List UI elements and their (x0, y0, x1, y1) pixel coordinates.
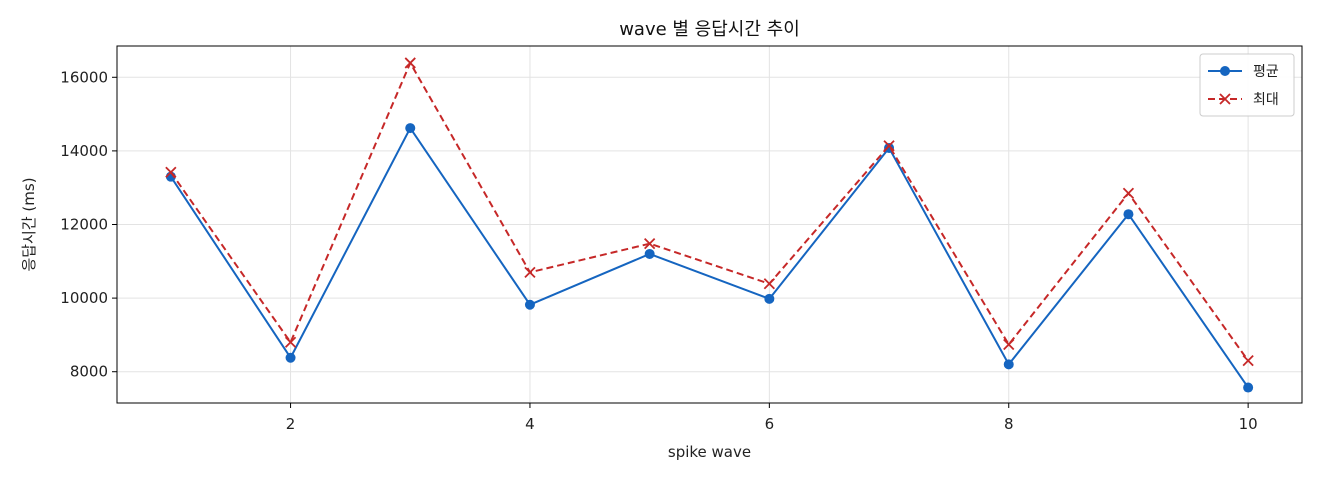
legend-label-1: 평균 (1253, 64, 1279, 80)
y-axis-label: 응답시간 (ms) (20, 177, 38, 271)
series-point-2 (1122, 187, 1135, 199)
y-tick-label: 14000 (60, 142, 108, 160)
series-point-1 (1123, 209, 1134, 220)
chart-title: wave 별 응답시간 추이 (619, 19, 800, 40)
legend-marker-1 (1220, 66, 1230, 76)
x-tick-label: 10 (1239, 415, 1258, 433)
series-point-2 (644, 238, 656, 250)
series-line-1 (170, 127, 1249, 389)
series-point-2 (165, 166, 177, 178)
y-tick-label: 12000 (60, 216, 108, 234)
series-point-2 (404, 57, 416, 69)
series-point-1 (524, 299, 535, 310)
x-axis-label: spike wave (668, 443, 751, 461)
ticks: 2 4 6 8 10 8000 10000 12000 14000 16000 (60, 68, 1257, 433)
series-point-2 (883, 140, 895, 152)
series-point-2 (1242, 355, 1254, 367)
series-line-2 (170, 61, 1249, 362)
series-point-1 (285, 352, 296, 363)
x-tick-label: 8 (1004, 415, 1014, 433)
series-point-1 (764, 293, 775, 304)
legend-box (1199, 53, 1295, 117)
y-tick-label: 16000 (60, 68, 108, 86)
y-tick-label: 8000 (70, 363, 108, 381)
series-point-1 (644, 248, 655, 259)
series-point-1 (1003, 359, 1014, 370)
series-point-2 (1003, 338, 1015, 351)
series-point-1 (1243, 382, 1254, 393)
series-point-2 (284, 336, 297, 348)
legend-label-2: 최대 (1253, 92, 1279, 108)
series-point-2 (763, 278, 775, 290)
x-tick-label: 4 (525, 415, 535, 433)
series-layer (165, 57, 1254, 393)
y-tick-label: 10000 (60, 289, 108, 307)
x-tick-label: 2 (286, 415, 296, 433)
grid (117, 46, 1302, 403)
legend-marker-2 (1219, 93, 1231, 105)
x-tick-label: 6 (765, 415, 775, 433)
series-point-2 (524, 266, 536, 278)
series-point-1 (405, 123, 416, 134)
